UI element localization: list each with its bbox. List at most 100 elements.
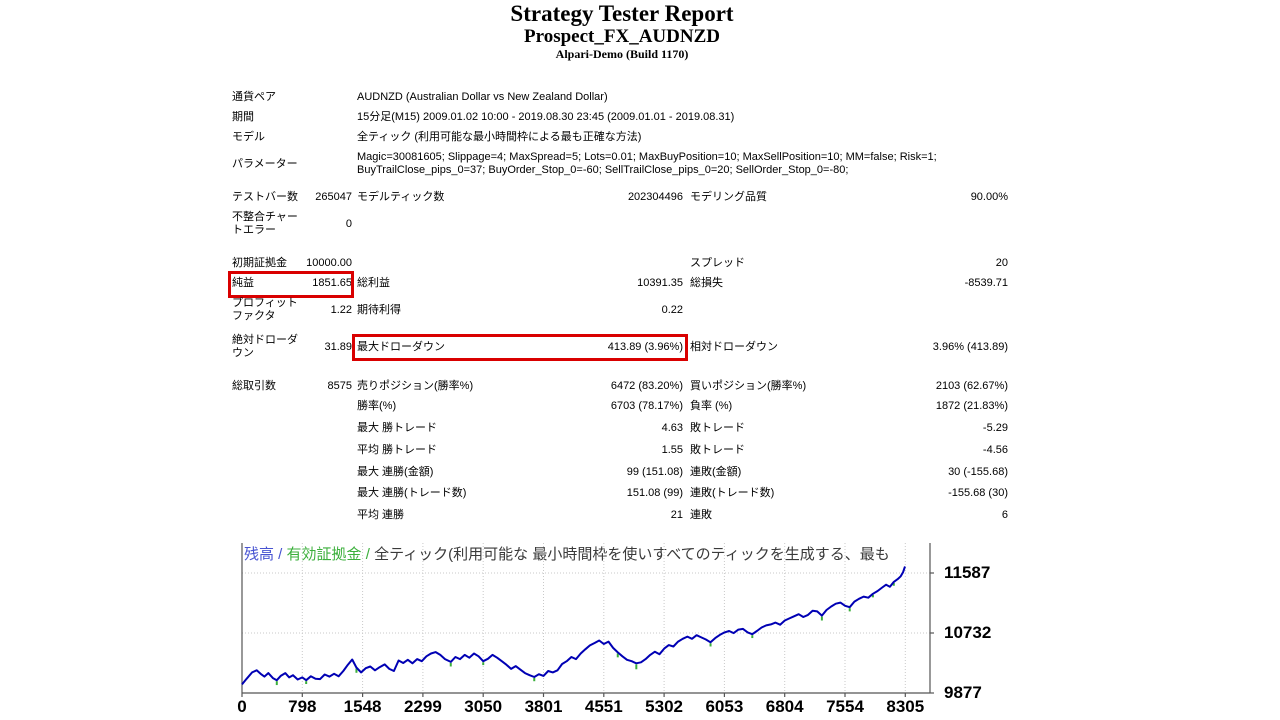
report-label: プロフィットファクタ — [232, 297, 298, 322]
x-axis-tick-label: 2299 — [403, 697, 442, 716]
report-value: 3.96% (413.89) — [932, 340, 1008, 353]
y-axis-tick-label: 10732 — [944, 623, 992, 642]
report-row: モデル 全ティック (利用可能な最小時間枠による最も正確な方法) — [232, 131, 1008, 144]
report-label: スプレッド — [690, 257, 745, 269]
x-axis-tick-label: 8305 — [886, 697, 925, 716]
report-label: 連敗(トレード数) — [690, 487, 775, 499]
report-value: AUDNZD (Australian Dollar vs New Zealand… — [357, 91, 608, 103]
report-label: 平均 連勝 — [357, 509, 405, 521]
report-label: 期間 — [232, 111, 254, 123]
report-label: 敗トレード — [690, 444, 745, 456]
report-value: 2103 (62.67%) — [935, 380, 1008, 392]
report-value: 265047 — [315, 191, 352, 203]
report-row: 初期証拠金 10000.00 スプレッド 20 — [232, 257, 1008, 270]
legend-equity-label: 有効証拠金 — [286, 546, 362, 563]
report-label: パラメーター — [232, 157, 298, 170]
x-axis-tick-label: 798 — [288, 697, 317, 716]
page-title: Strategy Tester Report — [510, 1, 734, 26]
report-label: モデル — [232, 131, 265, 143]
report-label: 負率 (%) — [690, 400, 733, 412]
report-label: モデルティック数 — [357, 191, 445, 203]
report-label: 最大ドローダウン — [357, 340, 445, 353]
report-row: 純益 1851.65 総利益 10391.35 総損失 -8539.71 — [228, 271, 1008, 298]
report-row: 平均 勝トレード 1.55 敗トレード -4.56 — [232, 444, 1008, 457]
report-value: 15分足(M15) 2009.01.02 10:00 - 2019.08.30 … — [357, 111, 735, 123]
report-label: 敗トレード — [690, 422, 745, 434]
x-axis-tick-label: 5302 — [645, 697, 684, 716]
report-label: 買いポジション(勝率%) — [690, 380, 807, 392]
report-value: 8575 — [327, 380, 352, 392]
report-label: 最大 連勝(金額) — [357, 466, 434, 478]
legend-separator-1: / — [274, 546, 287, 563]
report-value: -5.29 — [982, 422, 1008, 434]
report-row: 絶対ドローダウン 31.89 最大ドローダウン 413.89 (3.96%) 相対ドロー… — [232, 334, 1008, 361]
server-build: Alpari-Demo (Build 1170) — [555, 47, 689, 61]
report-value: 10000.00 — [306, 257, 352, 269]
report-value: 全ティック (利用可能な最小時間枠による最も正確な方法) — [357, 131, 642, 143]
report-value: -8539.71 — [964, 277, 1008, 289]
report-value: 0.22 — [661, 303, 683, 316]
report-value: 0 — [345, 217, 352, 230]
chart-legend: 残高 / 有効証拠金 / 全ティック(利用可能な 最小時間枠を使いすべてのティッ… — [244, 546, 928, 564]
report-value: 6472 (83.20%) — [610, 380, 683, 392]
report-value: 202304496 — [627, 191, 683, 203]
y-axis-tick-label: 9877 — [944, 683, 982, 702]
x-axis-tick-label: 0 — [237, 697, 247, 716]
report-row: 不整合チャートエラー 0 — [232, 211, 1008, 237]
report-value: 1.55 — [661, 444, 683, 456]
report-label: 総取引数 — [232, 380, 276, 392]
report-value: 30 (-155.68) — [948, 466, 1008, 478]
report-row: 通貨ペア AUDNZD (Australian Dollar vs New Zea… — [232, 91, 1008, 104]
report-label: 初期証拠金 — [232, 257, 287, 269]
report-label: 相対ドローダウン — [690, 340, 778, 353]
report-value: 6 — [1001, 509, 1008, 521]
balance-chart — [241, 543, 934, 697]
y-axis-tick-label: 11587 — [944, 563, 991, 582]
report-value: 6703 (78.17%) — [610, 400, 683, 412]
x-axis-tick-label: 1548 — [343, 697, 382, 716]
report-label: 不整合チャートエラー — [232, 211, 298, 236]
report-label: 総損失 — [690, 277, 723, 289]
report-label: 期待利得 — [357, 303, 401, 316]
report-row: パラメーター Magic=30081605; Slippage=4; MaxSpr… — [232, 151, 1008, 177]
report-table: 通貨ペア AUDNZD (Australian Dollar vs New Zea… — [228, 91, 1008, 522]
report-label: 勝率(%) — [357, 400, 397, 412]
report-label: 絶対ドローダウン — [232, 334, 298, 359]
report-label: 連敗 — [690, 509, 712, 521]
report-row: 最大 連勝(金額) 99 (151.08) 連敗(金額) 30 (-155.68) — [232, 466, 1008, 479]
report-value: -155.68 (30) — [948, 487, 1008, 499]
report-value: 90.00% — [970, 191, 1008, 203]
report-label: 総利益 — [357, 277, 390, 289]
report-value: -4.56 — [982, 444, 1008, 456]
legend-balance-label: 残高 — [244, 546, 275, 563]
report-value: 1872 (21.83%) — [935, 400, 1008, 412]
report-value: 21 — [670, 509, 683, 521]
report-row: 期間 15分足(M15) 2009.01.02 10:00 - 2019.08.3… — [232, 111, 1008, 124]
expert-name: Prospect_FX_AUDNZD — [524, 26, 720, 47]
report-value: 413.89 (3.96%) — [607, 340, 683, 353]
report-label: 通貨ペア — [232, 91, 276, 103]
report-value: Magic=30081605; Slippage=4; MaxSpread=5;… — [357, 151, 937, 176]
x-axis-tick-label: 4551 — [584, 697, 623, 716]
legend-model-label: 全ティック(利用可能な 最小時間枠を使いすべてのティックを生成する、最も — [374, 546, 890, 563]
report-row: テストバー数 265047 モデルティック数 202304496 モデリング品質 90.0… — [232, 191, 1008, 204]
report-row: 最大 連勝(トレード数) 151.08 (99) 連敗(トレード数) -155.68 … — [232, 487, 1008, 500]
x-axis-tick-label: 7554 — [826, 697, 864, 716]
report-value: 20 — [995, 257, 1008, 269]
report-label: モデリング品質 — [690, 191, 767, 203]
report-label: 連敗(金額) — [690, 466, 742, 478]
report-row: 総取引数 8575 売りポジション(勝率%) 6472 (83.20%) 買いポジション… — [232, 380, 1008, 393]
report-label: 平均 勝トレード — [357, 444, 438, 456]
report-value: 1851.65 — [312, 277, 352, 289]
report-value: 1.22 — [330, 303, 352, 316]
report-value: 31.89 — [324, 340, 352, 353]
report-header: Strategy Tester Report Prospect_FX_AUDNZ… — [0, 1, 1244, 61]
report-label: 売りポジション(勝率%) — [357, 380, 474, 392]
x-axis-tick-label: 6053 — [705, 697, 744, 716]
report-value: 99 (151.08) — [626, 466, 683, 478]
x-axis-tick-label: 3801 — [524, 697, 563, 716]
report-row: 平均 連勝 21 連敗 6 — [232, 509, 1008, 522]
report-row: プロフィットファクタ 1.22 期待利得 0.22 — [232, 297, 1008, 323]
report-value: 10391.35 — [637, 277, 683, 289]
